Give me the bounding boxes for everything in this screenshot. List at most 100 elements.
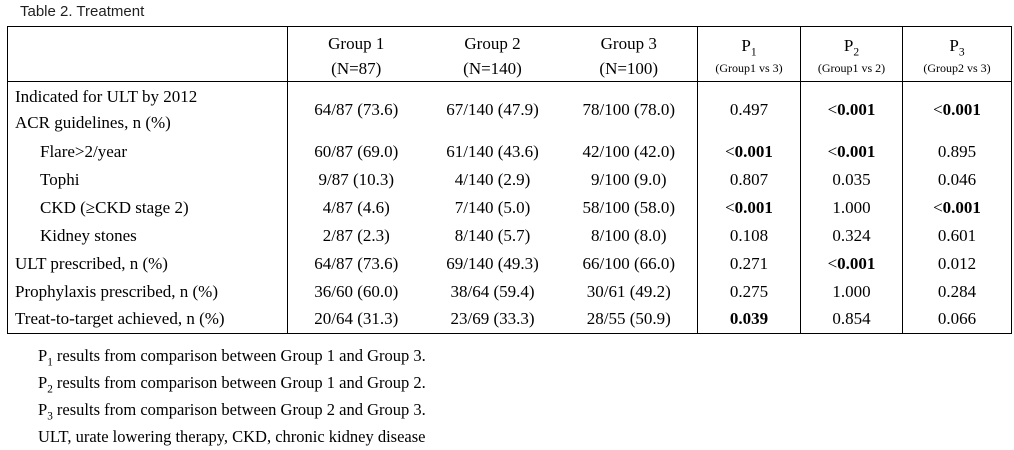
p-value-cell: 0.497 <box>697 81 801 138</box>
p-value-cell: 0.895 <box>902 137 1012 166</box>
group-header-name: Group 3 <box>600 33 657 53</box>
p-value-cell: 0.807 <box>697 165 801 194</box>
table-row: Indicated for ULT by 2012 ACR guidelines… <box>8 81 1012 138</box>
p-header-label: P2 <box>843 36 860 59</box>
group-value-cell: 4/140 (2.9) <box>454 169 531 189</box>
p-header-cell: P3 (Group2 vs 3) <box>902 26 1012 82</box>
table-row: CKD (≥CKD stage 2) 4/87 (4.6) 7/140 (5.0) 5… <box>8 193 1012 222</box>
group-header-n: (N=140) <box>463 58 522 78</box>
footnote-line: P2 results from comparison between Group… <box>38 373 426 396</box>
group-value-cell: 36/60 (60.0) <box>287 277 425 306</box>
p-value-cell: 0.035 <box>800 165 903 194</box>
table-row: ULT prescribed, n (%) 64/87 (73.6) 69/140 … <box>8 249 1012 278</box>
group-value-cell: 78/100 (78.0) <box>582 99 676 119</box>
table-row: Prophylaxis prescribed, n (%) 36/60 (60.0… <box>8 277 1012 306</box>
group-value-cell: 38/64 (59.4) <box>450 281 535 301</box>
p-value-cell: <0.001 <box>697 193 801 222</box>
row-label-cell: Treat-to-target achieved, n (%) <box>15 309 225 329</box>
group-value-cell: 9/87 (10.3) <box>287 165 425 194</box>
p-value-bold: 0.001 <box>837 253 876 273</box>
p-value-cell: 0.039 <box>697 305 801 334</box>
p-value-cell: 0.284 <box>902 277 1012 306</box>
table-row: Tophi 9/87 (10.3) 4/140 (2.9) 9/100 (9.0) 0.… <box>8 165 1012 194</box>
table-header: Group 1 (N=87) Group 2 (N=140) Group 3 (N=100… <box>7 26 1012 82</box>
group-value-cell: 61/140 (43.6) <box>446 141 539 161</box>
p-value-bold: 0.001 <box>942 99 981 119</box>
p-value-bold: 0.001 <box>837 99 876 119</box>
footnote-line: P1 results from comparison between Group… <box>38 346 426 369</box>
p-header-subscript: 2 <box>853 45 860 59</box>
group-value-cell: 30/61 (49.2) <box>586 281 671 301</box>
group-header-name: Group 1 <box>328 33 385 53</box>
p-value-cell: <0.001 <box>800 249 903 278</box>
group-value-cell: 8/140 (5.7) <box>454 225 531 245</box>
p-header-subscript: 1 <box>750 45 757 59</box>
group-value-cell: 2/87 (2.3) <box>287 221 425 250</box>
footnote-line: ULT, urate lowering therapy, CKD, chroni… <box>38 427 426 446</box>
group-header-cell: Group 3 (N=100) <box>560 26 698 82</box>
p-value-cell: <0.001 <box>902 193 1012 222</box>
group-value-cell: 7/140 (5.0) <box>454 197 531 217</box>
p-header-cell: P2 (Group1 vs 2) <box>800 26 903 82</box>
p-value-bold: 0.039 <box>729 309 769 329</box>
group-value-cell: 8/100 (8.0) <box>590 225 667 245</box>
row-label-cell: Flare>2/year <box>40 141 127 161</box>
row-label-cell: Kidney stones <box>40 225 137 245</box>
group-header-n: (N=87) <box>331 58 382 78</box>
group-value-cell: 42/100 (42.0) <box>582 141 676 161</box>
corner-cell <box>7 26 288 82</box>
table-row: Flare>2/year 60/87 (69.0) 61/140 (43.6) 42/… <box>8 137 1012 166</box>
table-row: Treat-to-target achieved, n (%) 20/64 (31… <box>8 305 1012 334</box>
p-value-bold: 0.001 <box>942 197 981 217</box>
group-value-cell: 66/100 (66.0) <box>582 253 676 273</box>
p-value-cell: 0.012 <box>902 249 1012 278</box>
p-value-bold: 0.001 <box>837 141 876 161</box>
row-label-cell: Indicated for ULT by 2012 ACR guidelines… <box>15 86 198 132</box>
group-value-cell: 9/100 (9.0) <box>590 169 667 189</box>
group-header-n: (N=100) <box>599 58 659 78</box>
group-value-cell: 64/87 (73.6) <box>287 81 425 138</box>
group-header-name: Group 2 <box>464 33 521 53</box>
p-header-label: P3 <box>949 36 965 59</box>
p-header-label: P1 <box>741 36 757 59</box>
footnotes: P1 results from comparison between Group… <box>38 342 426 450</box>
row-label-cell: Prophylaxis prescribed, n (%) <box>15 281 219 301</box>
group-header-cell: Group 2 (N=140) <box>424 26 561 82</box>
p-value-cell: 0.271 <box>697 249 801 278</box>
p-header-note: (Group2 vs 3) <box>923 61 991 75</box>
p-value-cell: 0.108 <box>697 221 801 250</box>
footnote-subscript: 1 <box>47 356 53 369</box>
table-caption: Table 2. Treatment <box>20 3 145 20</box>
row-label-cell: Tophi <box>40 169 80 189</box>
p-value-cell: <0.001 <box>902 81 1012 138</box>
group-value-cell: 67/140 (47.9) <box>446 99 539 119</box>
p-value-cell: 0.601 <box>902 221 1012 250</box>
group-header-cell: Group 1 (N=87) <box>287 26 425 82</box>
p-value-cell: <0.001 <box>697 137 801 166</box>
footnote-line: P3 results from comparison between Group… <box>38 400 426 423</box>
group-value-cell: 60/87 (69.0) <box>287 137 425 166</box>
p-value-cell: 0.046 <box>902 165 1012 194</box>
p-header-note: (Group1 vs 3) <box>715 61 783 75</box>
row-label-cell: ULT prescribed, n (%) <box>15 253 168 273</box>
p-value-cell: 1.000 <box>800 277 903 306</box>
p-value-bold: 0.001 <box>734 197 773 217</box>
p-value-cell: 1.000 <box>800 193 903 222</box>
treatment-table: Group 1 (N=87) Group 2 (N=140) Group 3 (N=100… <box>7 26 1012 334</box>
group-value-cell: 64/87 (73.6) <box>287 249 425 278</box>
p-header-cell: P1 (Group1 vs 3) <box>697 26 801 82</box>
p-value-bold: 0.001 <box>734 141 773 161</box>
row-label-cell: CKD (≥CKD stage 2) <box>40 197 189 217</box>
p-value-cell: 0.066 <box>902 305 1012 334</box>
group-value-cell: 20/64 (31.3) <box>287 305 425 334</box>
p-header-note: (Group1 vs 2) <box>817 61 886 75</box>
p-value-cell: <0.001 <box>800 81 903 138</box>
group-value-cell: 4/87 (4.6) <box>287 193 425 222</box>
group-value-cell: 23/69 (33.3) <box>450 309 535 329</box>
table-row: Kidney stones 2/87 (2.3) 8/140 (5.7) 8/100 … <box>8 221 1012 250</box>
footnote-subscript: 2 <box>47 383 53 396</box>
p-header-subscript: 3 <box>958 45 965 59</box>
group-value-cell: 28/55 (50.9) <box>586 309 671 329</box>
group-value-cell: 69/140 (49.3) <box>446 253 539 273</box>
p-value-cell: 0.324 <box>800 221 903 250</box>
